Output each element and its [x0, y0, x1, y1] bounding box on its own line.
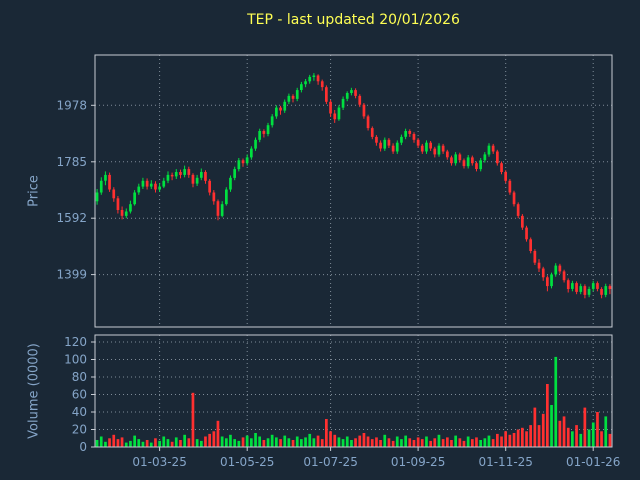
price-tick-label: 1785 — [56, 155, 87, 169]
volume-tick-label: 0 — [79, 440, 87, 454]
volume-panel-frame — [94, 334, 613, 448]
volume-bars — [95, 356, 612, 448]
x-tick-label: 01-05-25 — [220, 455, 274, 469]
candles — [95, 73, 612, 299]
volume-tick-label: 120 — [64, 335, 87, 349]
price-tick-label: 1978 — [56, 98, 87, 112]
volume-tick-label: 40 — [72, 405, 87, 419]
x-tick-label: 01-11-25 — [478, 455, 532, 469]
x-tick-label: 01-07-25 — [303, 455, 357, 469]
price-panel-frame — [94, 54, 613, 328]
tick-labels: 1399 1592 1785 1978 0 20 40 60 80 100 120 01-03-25 0… — [56, 98, 620, 469]
volume-tick-label: 20 — [72, 423, 87, 437]
volume-tick-label: 100 — [64, 353, 87, 367]
volume-tick-label: 60 — [72, 388, 87, 402]
x-tick-label: 01-09-25 — [391, 455, 445, 469]
x-tick-label: 01-03-25 — [132, 455, 186, 469]
chart-title: TEP - last updated 20/01/2026 — [247, 12, 460, 28]
price-tick-label: 1399 — [56, 268, 87, 282]
price-tick-label: 1592 — [56, 211, 87, 225]
x-tick-label: 01-01-26 — [566, 455, 620, 469]
volume-tick-label: 80 — [72, 370, 87, 384]
